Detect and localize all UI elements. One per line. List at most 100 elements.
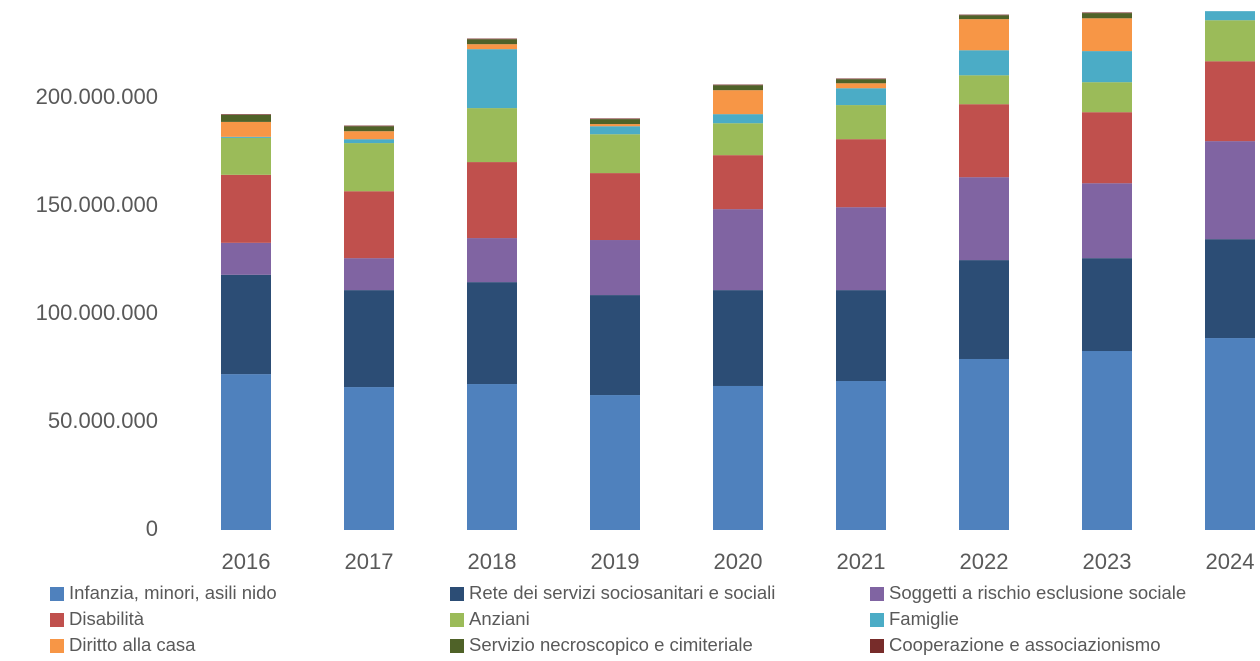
legend-swatch (50, 639, 64, 653)
bar-segment (836, 381, 886, 530)
bar-segment (467, 108, 517, 163)
bar-segment (713, 85, 763, 91)
legend-swatch (450, 639, 464, 653)
bar-segment (1082, 13, 1132, 19)
bar-segment (467, 162, 517, 239)
bar-segment (221, 242, 271, 275)
legend-label: Servizio necroscopico e cimiteriale (469, 634, 753, 655)
bar-segment (836, 290, 886, 382)
y-tick-label: 150.000.000 (36, 192, 158, 217)
bar-segment (221, 174, 271, 243)
bar-segment (344, 143, 394, 192)
x-tick-label: 2016 (222, 549, 271, 574)
bar-segment (221, 114, 271, 122)
bar-segment (590, 124, 640, 127)
bar-segment (221, 114, 271, 115)
legend-label: Cooperazione e associazionismo (889, 634, 1160, 655)
x-tick-label: 2024 (1206, 549, 1255, 574)
bar-segment (590, 118, 640, 120)
bar-segment (590, 240, 640, 296)
legend-label: Infanzia, minori, asili nido (69, 582, 277, 603)
bar-segment (1082, 351, 1132, 530)
bar-segment (221, 274, 271, 375)
x-tick-label: 2021 (837, 549, 886, 574)
bar-segment (344, 191, 394, 259)
y-tick-label: 100.000.000 (36, 300, 158, 325)
bar-segment (1082, 258, 1132, 352)
bar-segment (836, 139, 886, 208)
x-tick-label: 2017 (345, 549, 394, 574)
legend-label: Anziani (469, 608, 530, 629)
bar-segment (590, 134, 640, 174)
legend-label: Disabilità (69, 608, 145, 629)
bar-segment (467, 49, 517, 109)
bar-segment (959, 75, 1009, 105)
bar-segment (1205, 20, 1255, 62)
bar-segment (1082, 82, 1132, 113)
bar-segment (713, 123, 763, 156)
bar-segment (713, 155, 763, 210)
bar-segment (344, 125, 394, 127)
bar-segment (959, 177, 1009, 261)
bar-segment (959, 19, 1009, 51)
legend-swatch (870, 639, 884, 653)
bar-segment (590, 173, 640, 241)
bar-segment (221, 136, 271, 138)
bar-segment (836, 105, 886, 140)
x-tick-label: 2019 (591, 549, 640, 574)
bar-segment (590, 295, 640, 396)
bar-segment (1205, 11, 1255, 21)
bar-segment (344, 258, 394, 291)
bar-segment (1082, 18, 1132, 52)
bar-segment (836, 207, 886, 291)
bar-segment (1205, 239, 1255, 339)
bar-segment (1205, 61, 1255, 142)
y-tick-label: 50.000.000 (48, 408, 158, 433)
bar-segment (1082, 51, 1132, 83)
x-tick-label: 2022 (960, 549, 1009, 574)
bar-segment (713, 290, 763, 386)
bar-segment (959, 358, 1009, 530)
bar-segment (713, 385, 763, 530)
bar-segment (344, 290, 394, 388)
bar-segment (959, 14, 1009, 16)
bar-segment (467, 38, 517, 40)
bar-segment (713, 114, 763, 124)
bar-segment (344, 387, 394, 530)
legend-label: Famiglie (889, 608, 959, 629)
bar-segment (344, 126, 394, 132)
y-tick-label: 200.000.000 (36, 84, 158, 109)
legend-swatch (450, 613, 464, 627)
bar-segment (836, 83, 886, 89)
bar-segment (344, 139, 394, 144)
bar-segment (590, 126, 640, 135)
bar-segment (713, 90, 763, 115)
bar-segment (221, 137, 271, 175)
bar-segment (959, 15, 1009, 20)
x-tick-label: 2020 (714, 549, 763, 574)
bar-segment (1205, 338, 1255, 530)
bar-segment (221, 374, 271, 530)
bar-segment (344, 131, 394, 140)
y-tick-label: 0 (146, 516, 158, 541)
bar-segment (467, 384, 517, 530)
bar-segment (959, 260, 1009, 359)
legend-swatch (50, 613, 64, 627)
x-tick-label: 2018 (468, 549, 517, 574)
bar-segment (590, 119, 640, 125)
bar-segment (836, 88, 886, 106)
bar-segment (590, 395, 640, 530)
legend-swatch (450, 587, 464, 601)
x-tick-label: 2023 (1083, 549, 1132, 574)
legend-label: Rete dei servizi sociosanitari e sociali (469, 582, 775, 603)
legend-label: Diritto alla casa (69, 634, 196, 655)
legend-swatch (50, 587, 64, 601)
bar-segment (836, 79, 886, 84)
bar-segment (1205, 141, 1255, 240)
bar-segment (467, 39, 517, 45)
legend-swatch (870, 587, 884, 601)
bar-segment (1082, 112, 1132, 184)
legend-label: Soggetti a rischio esclusione sociale (889, 582, 1186, 603)
bar-segment (959, 104, 1009, 178)
